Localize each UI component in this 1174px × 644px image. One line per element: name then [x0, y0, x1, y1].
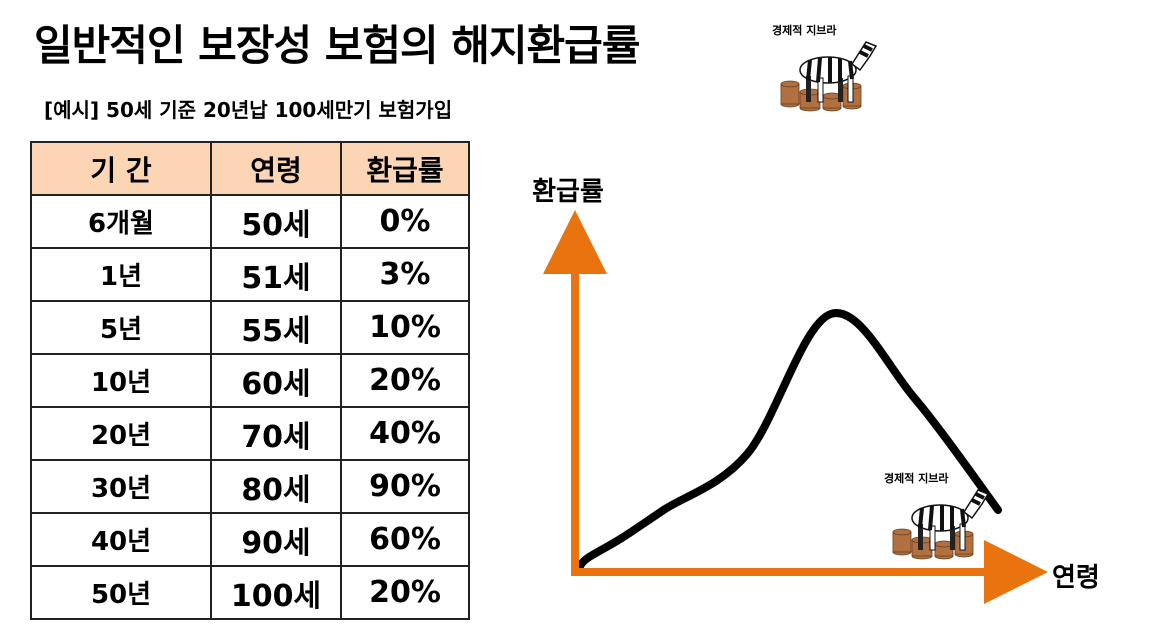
- page-subtitle: [예시] 50세 기준 20년납 100세만기 보험가입: [44, 98, 453, 122]
- refund-rate-table: 기 간 연령 환급률 6개월 50세 0% 1년 51세 3% 5년 55세 1…: [30, 141, 470, 620]
- table-row: 50년 100세 20%: [30, 565, 470, 620]
- cell-rate: 60%: [340, 512, 470, 567]
- logo-text: 경제적 지브라: [772, 24, 837, 37]
- zebra-icon: [892, 489, 990, 560]
- header-age: 연령: [210, 141, 342, 196]
- cell-age: 80세: [210, 459, 342, 514]
- table-header-row: 기 간 연령 환급률: [30, 141, 470, 196]
- cell-period: 1년: [30, 247, 212, 302]
- zebra-icon: [780, 41, 878, 112]
- header-refund-rate: 환급률: [340, 141, 470, 196]
- cell-period: 5년: [30, 300, 212, 355]
- logo-text: 경제적 지브라: [884, 472, 949, 485]
- table-row: 40년 90세 60%: [30, 512, 470, 567]
- cell-age: 51세: [210, 247, 342, 302]
- y-axis-label: 환급률: [532, 177, 604, 207]
- zebra-logo: 경제적 지브라: [772, 22, 884, 116]
- table-row: 20년 70세 40%: [30, 406, 470, 461]
- cell-period: 30년: [30, 459, 212, 514]
- cell-rate: 40%: [340, 406, 470, 461]
- cell-rate: 3%: [340, 247, 470, 302]
- table-row: 30년 80세 90%: [30, 459, 470, 514]
- cell-age: 90세: [210, 512, 342, 567]
- zebra-logo-chart: 경제적 지브라: [884, 470, 996, 564]
- cell-period: 6개월: [30, 194, 212, 249]
- cell-rate: 20%: [340, 353, 470, 408]
- table-row: 5년 55세 10%: [30, 300, 470, 355]
- cell-rate: 0%: [340, 194, 470, 249]
- cell-age: 100세: [210, 565, 342, 620]
- cell-period: 40년: [30, 512, 212, 567]
- cell-period: 50년: [30, 565, 212, 620]
- table-row: 10년 60세 20%: [30, 353, 470, 408]
- cell-age: 55세: [210, 300, 342, 355]
- cell-rate: 10%: [340, 300, 470, 355]
- cell-period: 10년: [30, 353, 212, 408]
- cell-rate: 20%: [340, 565, 470, 620]
- cell-age: 50세: [210, 194, 342, 249]
- table-row: 6개월 50세 0%: [30, 194, 470, 249]
- cell-age: 60세: [210, 353, 342, 408]
- refund-rate-curve: [576, 309, 1002, 570]
- table-row: 1년 51세 3%: [30, 247, 470, 302]
- header-period: 기 간: [30, 141, 212, 196]
- cell-period: 20년: [30, 406, 212, 461]
- cell-age: 70세: [210, 406, 342, 461]
- cell-rate: 90%: [340, 459, 470, 514]
- x-axis-label: 연령: [1052, 563, 1100, 593]
- page-title: 일반적인 보장성 보험의 해지환급률: [34, 21, 640, 70]
